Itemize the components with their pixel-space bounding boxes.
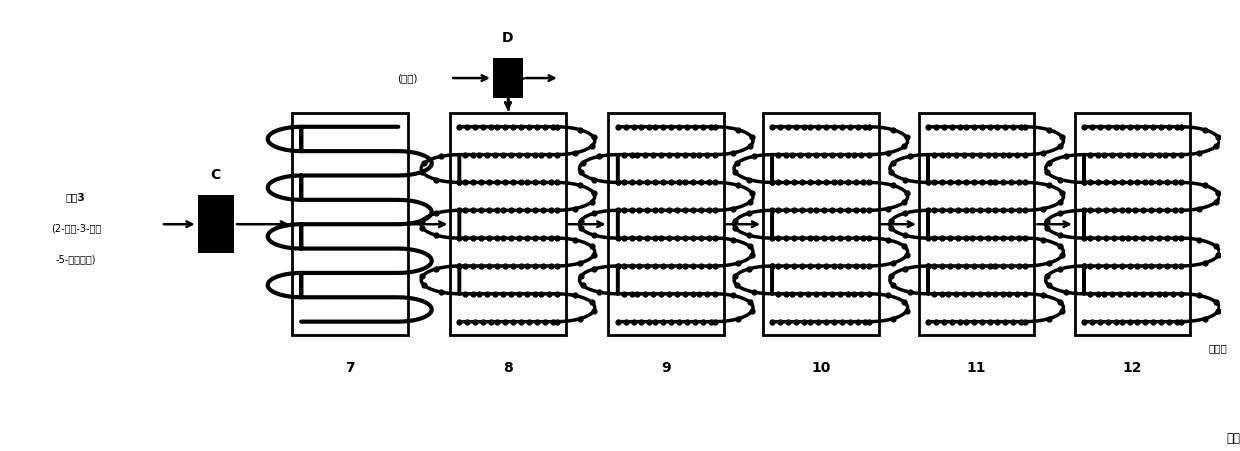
Bar [1075, 114, 1190, 335]
Text: 7: 7 [345, 362, 355, 376]
Bar [197, 195, 234, 253]
Bar [609, 114, 724, 335]
Bar [492, 58, 523, 98]
Bar [919, 114, 1034, 335]
Text: 11: 11 [967, 362, 986, 376]
Bar [450, 114, 565, 335]
Text: 产品: 产品 [1226, 433, 1240, 445]
Text: 8: 8 [503, 362, 513, 376]
Text: D: D [502, 31, 513, 45]
Text: 后处理: 后处理 [1209, 343, 1228, 353]
Text: C: C [211, 168, 221, 182]
Text: -5-氪苯乙酱): -5-氪苯乙酱) [56, 255, 95, 265]
Text: 物料3: 物料3 [66, 193, 86, 202]
Text: 12: 12 [1122, 362, 1142, 376]
Text: 9: 9 [661, 362, 671, 376]
Text: (2-羟基-3-硕基: (2-羟基-3-硕基 [51, 224, 100, 234]
Text: 10: 10 [811, 362, 831, 376]
Text: (氢气): (氢气) [397, 73, 418, 83]
Bar [763, 114, 879, 335]
Bar [291, 114, 408, 335]
